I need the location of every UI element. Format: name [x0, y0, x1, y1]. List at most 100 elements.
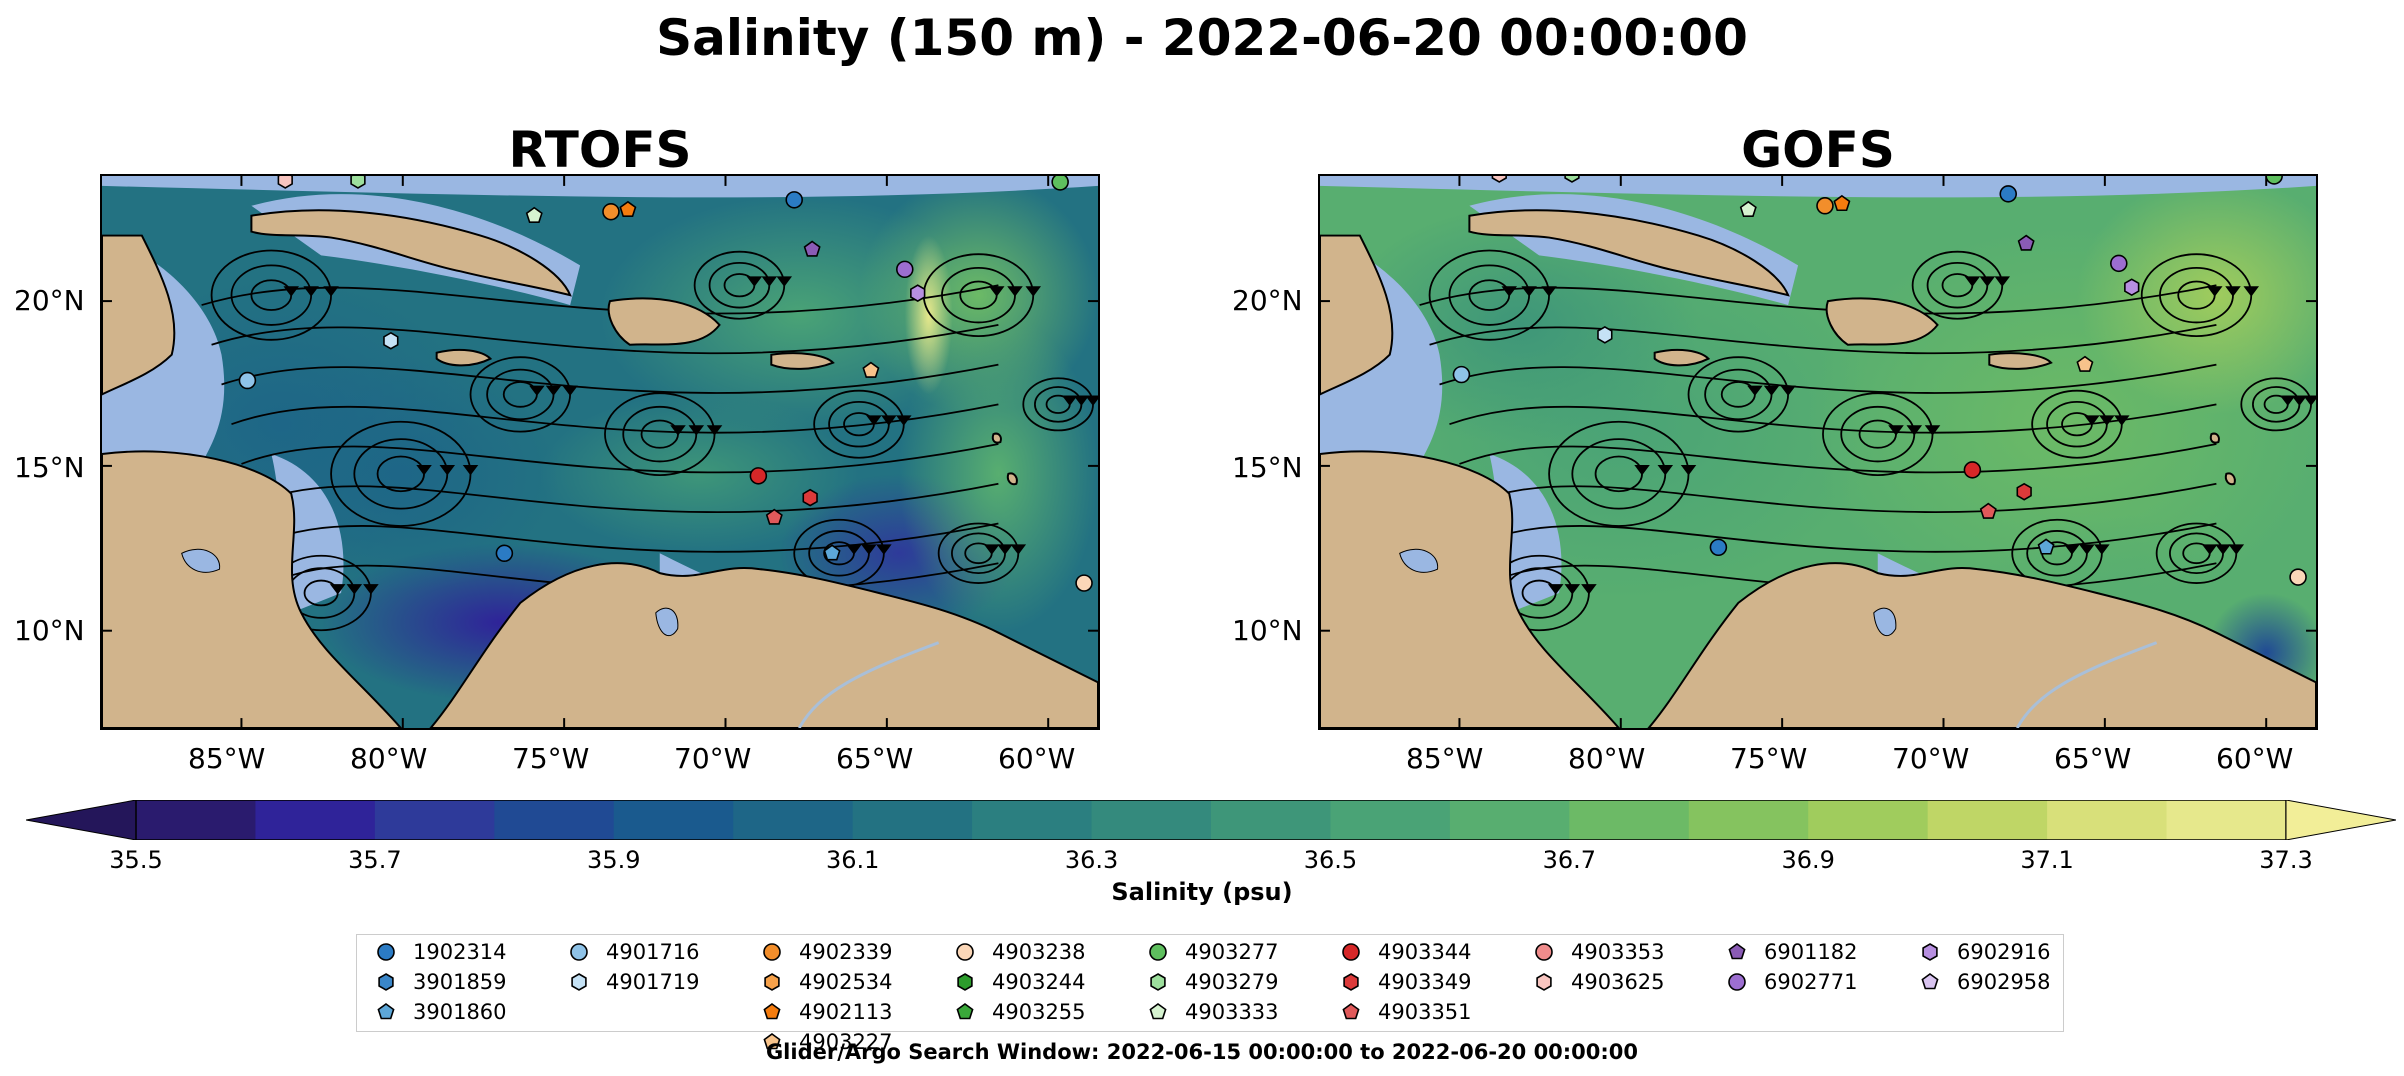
legend-item: 6901182 — [1726, 937, 1858, 967]
float-marker-4903625 — [1491, 176, 1507, 183]
frame-ticks — [102, 176, 1098, 728]
legend-label: 4903349 — [1378, 970, 1472, 994]
streamline — [1419, 284, 2217, 315]
lon-tick-label: 80°W — [1568, 742, 1646, 775]
float-marker-4903349 — [802, 488, 818, 507]
colorbar-segment — [972, 800, 1093, 840]
streamline-arrow — [1073, 395, 1090, 406]
legend-marker — [571, 973, 587, 991]
streamline-arrow — [329, 584, 346, 595]
streamline-arrow — [346, 584, 363, 595]
float-marker-1902314 — [495, 544, 514, 563]
lat-tick-label: 15°N — [1232, 451, 1303, 484]
streamline-arrow — [1007, 286, 1023, 297]
legend-label: 4901719 — [606, 970, 700, 994]
streamline-arrow — [746, 276, 763, 287]
colorbar-segment — [1808, 800, 1929, 840]
lon-tick-label: 70°W — [674, 742, 752, 775]
streamline-arrow — [688, 425, 705, 436]
legend-label: 4903244 — [992, 970, 1086, 994]
colorbar-segment — [1330, 800, 1451, 840]
streamline — [231, 403, 999, 434]
legend-label: 4901716 — [606, 940, 700, 964]
colorbar-ticks: 35.5 35.7 35.9 36.1 36.3 36.5 36.7 36.9 37.1 37.3 — [0, 846, 2404, 876]
streamline-arrow — [2280, 395, 2296, 406]
streamline-arrow — [2303, 395, 2316, 406]
legend-item: 3901859 — [375, 967, 507, 997]
land-mass — [1825, 297, 1939, 346]
land-mass — [2209, 432, 2220, 444]
legend-marker — [956, 943, 974, 961]
legend-item: 1902314 — [375, 937, 507, 967]
streamline-arrow — [1085, 395, 1098, 406]
streamline-arrow — [2206, 286, 2223, 297]
streamline-arrow — [1010, 544, 1027, 555]
float-marker-4903279 — [350, 176, 366, 189]
streamline — [1449, 403, 2217, 434]
float-marker-3901860 — [823, 544, 841, 561]
legend-item: 4903351 — [1340, 997, 1472, 1027]
hexagon-marker-icon — [1150, 973, 1166, 991]
float-marker-4903349 — [2016, 482, 2032, 501]
legend-label: 4903333 — [1185, 1000, 1279, 1024]
streamline-arrow — [997, 544, 1013, 555]
streamline-arrow — [1763, 385, 1780, 396]
circle-marker-icon — [1728, 973, 1746, 991]
lat-tick-label: 20°N — [14, 284, 85, 317]
streamline-arrow — [866, 415, 882, 426]
land-mass — [2224, 472, 2236, 486]
colorbar-tick-label: 36.9 — [1781, 846, 1835, 874]
streamline-arrow — [1062, 395, 1078, 406]
hexagon-marker-icon — [1343, 973, 1359, 991]
float-marker-4901719 — [1597, 325, 1613, 344]
legend-label: 4903279 — [1185, 970, 1279, 994]
legend-marker — [1535, 943, 1553, 961]
streamline-arrow — [861, 544, 877, 555]
streamline — [1429, 324, 2217, 355]
streamline-arrow — [1680, 465, 1697, 476]
streamline-arrow — [1906, 425, 1923, 436]
legend-label: 6901182 — [1764, 940, 1858, 964]
legend-item: 4903277 — [1147, 937, 1279, 967]
current-streamlines — [1419, 249, 2316, 632]
land-mass — [1647, 562, 2316, 728]
legend-marker — [1728, 973, 1746, 991]
colorbar-tick-label: 35.7 — [348, 846, 402, 874]
legend-marker — [377, 1003, 395, 1020]
legend-marker — [377, 943, 395, 961]
streamline — [201, 284, 999, 315]
lon-tick-label: 85°W — [188, 742, 266, 775]
legend-marker — [1342, 943, 1360, 961]
legend-label: 4903351 — [1378, 1000, 1472, 1024]
streamline-arrow — [881, 415, 897, 426]
float-marker-4901716 — [238, 371, 257, 390]
float-marker-4903333 — [525, 206, 543, 223]
lake — [1399, 548, 1439, 573]
lon-tick-label: 60°W — [2216, 742, 2294, 775]
pentagon-marker-icon — [1728, 943, 1746, 960]
land-mass — [102, 234, 176, 396]
hexagon-marker-icon — [764, 973, 780, 991]
lon-tick-label: 75°W — [1730, 742, 1808, 775]
streamline-arrow — [1924, 425, 1941, 436]
panel-title-rtofs: RTOFS — [508, 121, 692, 179]
streamline-arrow — [2079, 544, 2095, 555]
colorbar-tick-label: 36.7 — [1542, 846, 1597, 874]
legend-label: 4903238 — [992, 940, 1086, 964]
colorbar-tick-label: 36.1 — [825, 846, 880, 874]
float-marker-6901182 — [2017, 234, 2035, 251]
circle-marker-icon — [570, 943, 588, 961]
float-marker-4901719 — [383, 331, 399, 350]
land-mass — [435, 348, 493, 367]
streamline-arrow — [876, 544, 892, 555]
streamline-arrow — [1564, 584, 1581, 595]
streamline-arrow — [1634, 465, 1650, 476]
land-mass — [102, 450, 403, 728]
legend-item: 4903238 — [954, 937, 1086, 967]
legend-label: 3901860 — [413, 1000, 507, 1024]
legend-label: 4902113 — [799, 1000, 893, 1024]
hexagon-marker-icon — [1922, 943, 1938, 961]
float-marker-4903351 — [1979, 502, 1997, 519]
float-marker-4903227 — [2076, 355, 2094, 372]
legend-item: 6902916 — [1919, 937, 2051, 967]
